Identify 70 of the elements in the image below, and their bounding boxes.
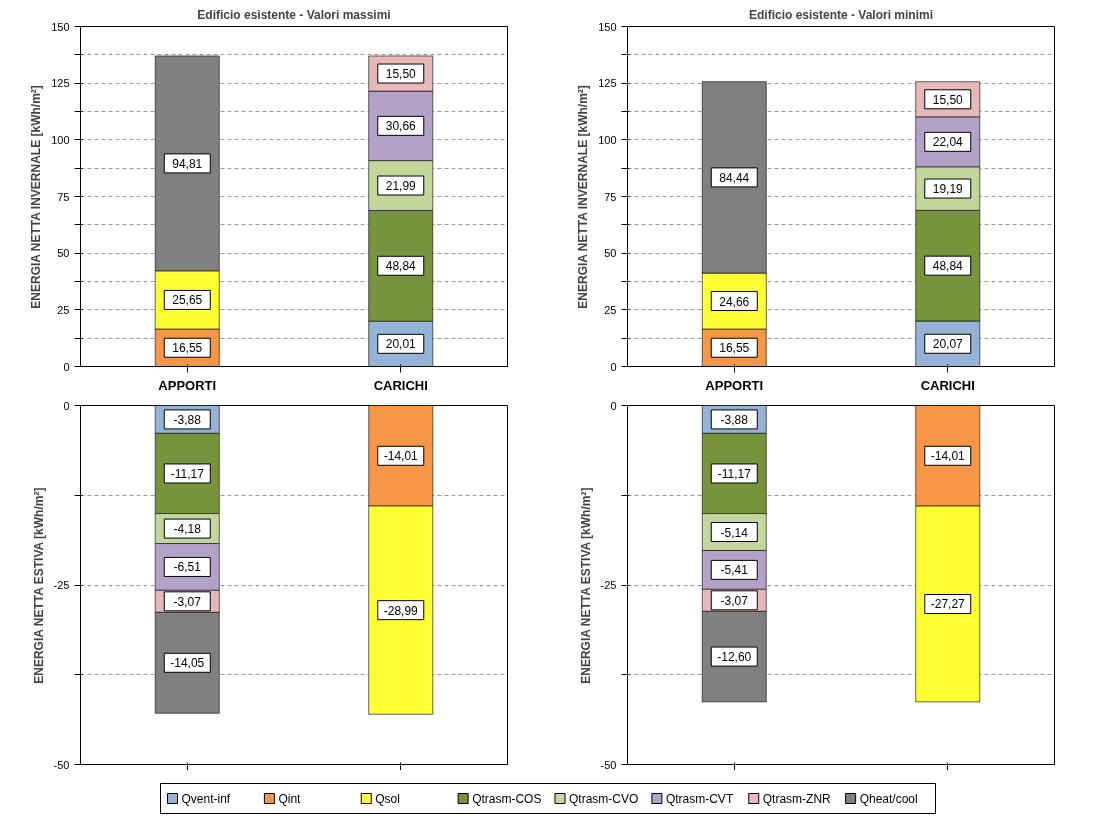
y-axis-title: ENERGIA NETTA ESTIVA [kWh/m²] bbox=[31, 487, 46, 684]
data-label: 15,50 bbox=[932, 92, 964, 107]
data-label: -14,05 bbox=[170, 656, 205, 671]
y-tick-label: 0 bbox=[63, 399, 70, 412]
data-label: -6,51 bbox=[173, 560, 202, 575]
data-label: -28,99 bbox=[383, 603, 419, 618]
y-tick-label: 0 bbox=[610, 399, 617, 412]
chart-title: Edificio esistente - Valori minimi bbox=[748, 7, 934, 22]
data-label: -3,88 bbox=[173, 412, 202, 427]
legend-label: Qheat/cool bbox=[859, 791, 918, 806]
y-axis-title: ENERGIA NETTA ESTIVA [kWh/m²] bbox=[578, 487, 593, 684]
data-label: 21,99 bbox=[385, 179, 417, 194]
y-tick-label: 150 bbox=[598, 20, 617, 33]
data-label: 30,66 bbox=[385, 119, 417, 134]
data-label: 22,04 bbox=[932, 135, 964, 150]
legend-label: Qtrasm-CVT bbox=[665, 791, 734, 806]
data-label: 20,07 bbox=[932, 337, 964, 352]
x-tick-label: APPORTI bbox=[158, 377, 217, 393]
y-tick-label: 75 bbox=[57, 190, 70, 203]
legend-label: Qtrasm-COS bbox=[472, 791, 542, 806]
data-label: -14,01 bbox=[383, 449, 419, 464]
y-axis-title: ENERGIA NETTA INVERNALE [kWh/m²] bbox=[576, 85, 591, 309]
data-label: 48,84 bbox=[932, 259, 964, 274]
y-tick-label: 50 bbox=[57, 247, 70, 260]
data-label: 20,01 bbox=[385, 337, 417, 352]
data-label: -3,07 bbox=[720, 593, 749, 608]
y-tick-label: 0 bbox=[610, 360, 617, 373]
data-label: 84,44 bbox=[719, 170, 750, 185]
data-label: 24,66 bbox=[719, 294, 750, 309]
data-label: -12,60 bbox=[717, 650, 752, 665]
data-label: -27,27 bbox=[930, 597, 966, 612]
legend-label: Qvent-inf bbox=[181, 791, 231, 806]
legend-label: Qsol bbox=[375, 791, 400, 806]
y-axis-title: ENERGIA NETTA INVERNALE [kWh/m²] bbox=[29, 85, 44, 309]
y-tick-label: 50 bbox=[604, 247, 617, 260]
legend-label: Qtrasm-ZNR bbox=[762, 791, 832, 806]
data-label: -4,18 bbox=[173, 522, 202, 537]
data-label: 16,55 bbox=[172, 341, 203, 356]
y-tick-label: -50 bbox=[53, 758, 70, 771]
legend-label: Qint bbox=[278, 791, 302, 806]
y-tick-label: 125 bbox=[598, 77, 617, 90]
data-label: -14,01 bbox=[930, 449, 966, 464]
x-tick-label: CARICHI bbox=[920, 377, 975, 393]
y-tick-label: -25 bbox=[53, 579, 70, 591]
y-tick-label: 150 bbox=[51, 20, 70, 33]
y-tick-label: 25 bbox=[604, 303, 617, 316]
data-label: 19,19 bbox=[932, 182, 964, 197]
y-tick-label: 100 bbox=[598, 133, 617, 146]
data-label: -3,07 bbox=[173, 594, 202, 609]
x-tick-label: CARICHI bbox=[373, 377, 428, 393]
y-tick-label: 125 bbox=[51, 77, 70, 90]
data-label: 15,50 bbox=[385, 67, 417, 82]
data-label: -11,17 bbox=[717, 466, 752, 481]
data-label: -5,14 bbox=[720, 525, 749, 540]
data-label: 16,55 bbox=[719, 341, 750, 356]
y-tick-label: 25 bbox=[57, 303, 70, 316]
y-tick-label: -50 bbox=[600, 758, 617, 771]
y-tick-label: -25 bbox=[600, 579, 617, 591]
data-label: -3,88 bbox=[720, 412, 749, 427]
legend-label: Qtrasm-CVO bbox=[569, 791, 639, 806]
data-label: -5,41 bbox=[720, 563, 749, 578]
data-label: -11,17 bbox=[170, 466, 205, 481]
data-label: 25,65 bbox=[172, 293, 203, 308]
x-tick-label: APPORTI bbox=[705, 377, 764, 393]
chart-title: Edificio esistente - Valori massimi bbox=[197, 7, 391, 22]
data-label: 48,84 bbox=[385, 259, 417, 274]
y-tick-label: 0 bbox=[63, 360, 70, 373]
data-label: 94,81 bbox=[172, 156, 203, 171]
y-tick-label: 75 bbox=[604, 190, 617, 203]
y-tick-label: 100 bbox=[51, 133, 70, 146]
